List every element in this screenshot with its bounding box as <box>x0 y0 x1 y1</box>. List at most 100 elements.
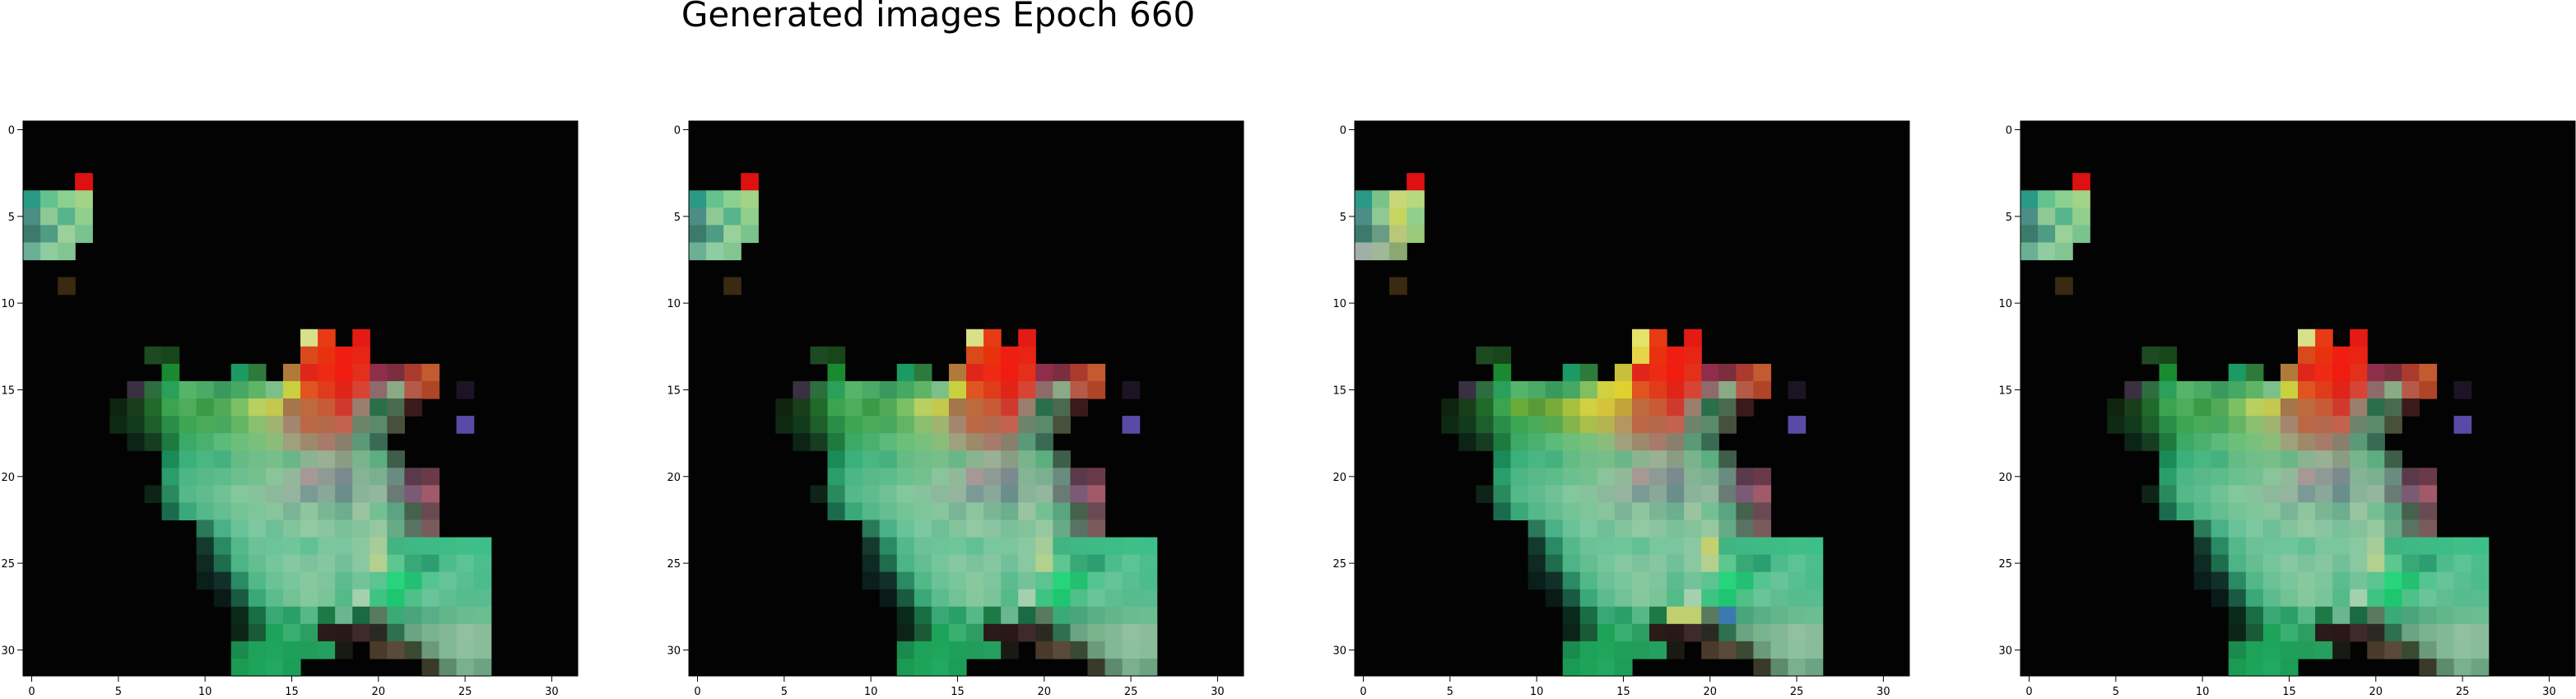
pixel-cell <box>2298 502 2316 521</box>
pixel-cell <box>2280 520 2299 538</box>
image-panel-4: 0 5 10 15 20 25 30 0 5 10 15 20 25 30 <box>1998 120 2576 698</box>
pixel-cell <box>2262 623 2281 642</box>
pixel-cell <box>2315 450 2333 468</box>
pixel-cell <box>2436 589 2455 608</box>
pixel-cell <box>1718 571 1737 590</box>
pixel-cell <box>196 571 215 590</box>
pixel-cell <box>2419 485 2438 503</box>
pixel-cell <box>2298 346 2316 365</box>
pixel-cell <box>1632 554 1650 573</box>
pixel-cell <box>2193 554 2212 573</box>
pixel-cell <box>2367 450 2385 468</box>
pixel-cell <box>844 433 863 451</box>
pixel-cell <box>1736 623 1755 642</box>
pixel-cell <box>1701 363 1719 382</box>
pixel-cell <box>931 623 950 642</box>
pixel-cell <box>1770 606 1789 625</box>
pixel-cell <box>318 468 336 486</box>
pixel-cell <box>2124 433 2143 451</box>
pixel-cell <box>1545 554 1564 573</box>
pixel-cell <box>282 398 301 417</box>
pixel-cell <box>2228 623 2247 642</box>
pixel-cell <box>1667 502 1685 521</box>
x-tick-label: 15 <box>285 686 299 696</box>
pixel-cell <box>248 589 267 608</box>
pixel-cell <box>2332 641 2350 659</box>
pixel-cell <box>109 398 128 417</box>
pixel-cell <box>352 589 370 608</box>
pixel-cell <box>2159 450 2178 468</box>
pixel-cell <box>421 589 440 608</box>
pixel-cell <box>1070 363 1089 382</box>
pixel-cell <box>2350 502 2368 521</box>
pixel-cell <box>914 623 932 642</box>
pixel-cell <box>387 398 405 417</box>
pixel-cell <box>1035 502 1053 521</box>
pixel-cell <box>2332 485 2350 503</box>
pixel-cell <box>1649 450 1667 468</box>
pixel-cell <box>404 380 423 399</box>
pixel-cell <box>966 363 984 382</box>
pixel-cell <box>2332 554 2350 573</box>
pixel-cell <box>439 537 458 556</box>
pixel-cell <box>213 485 232 503</box>
pixel-cell <box>40 242 58 261</box>
x-tick-label: 30 <box>1211 686 1225 696</box>
pixel-cell <box>1053 363 1071 382</box>
pixel-cell <box>2159 502 2178 521</box>
pixel-cell <box>1579 571 1598 590</box>
pixel-cell <box>2245 641 2264 659</box>
pixel-cell <box>2453 537 2472 556</box>
pixel-cell <box>2072 225 2090 244</box>
pixel-cell <box>2367 380 2385 399</box>
pixel-cell <box>2471 623 2490 642</box>
pixel-cell <box>1701 623 1719 642</box>
pixel-cell <box>370 398 388 417</box>
x-tick-label: 10 <box>864 686 878 696</box>
pixel-cell <box>1805 589 1824 608</box>
pixel-cell <box>2332 571 2350 590</box>
pixel-cell <box>2436 606 2455 625</box>
pixel-cell <box>473 571 492 590</box>
pixel-cell <box>439 554 458 573</box>
pixel-cell <box>1770 641 1789 659</box>
pixel-cell <box>300 363 319 382</box>
pixel-cell <box>1122 416 1141 434</box>
pixel-cell <box>2262 450 2281 468</box>
pixel-cell <box>2367 416 2385 434</box>
pixel-cell <box>352 329 370 347</box>
pixel-cell <box>2367 468 2385 486</box>
pixel-cell <box>1070 641 1089 659</box>
pixel-cell <box>966 606 984 625</box>
pixel-cell <box>1614 641 1633 659</box>
pixel-cell <box>2471 537 2490 556</box>
pixel-cell <box>2141 380 2160 399</box>
pixel-cell <box>966 433 984 451</box>
x-tick-label: 10 <box>2196 686 2210 696</box>
x-tick-label: 30 <box>2542 686 2556 696</box>
pixel-cell <box>1684 485 1702 503</box>
pixel-cell <box>1001 485 1019 503</box>
pixel-cell <box>1001 554 1019 573</box>
pixel-cell <box>335 520 353 538</box>
y-tick-label: 5 <box>8 212 15 224</box>
pixel-cell <box>58 225 76 244</box>
axes-frame <box>688 120 1244 677</box>
y-tick-label: 20 <box>667 472 681 484</box>
pixel-cell <box>1355 242 1373 261</box>
pixel-cell <box>983 398 1002 417</box>
pixel-cell <box>1736 589 1755 608</box>
pixel-cell <box>1805 623 1824 642</box>
pixel-cell <box>2228 433 2247 451</box>
pixel-cell <box>1545 398 1564 417</box>
pixel-cell <box>931 502 950 521</box>
pixel-cell <box>1053 468 1071 486</box>
pixel-cell <box>2402 468 2420 486</box>
pixel-cell <box>318 623 336 642</box>
pixel-cell <box>966 623 984 642</box>
pixel-cell <box>931 520 950 538</box>
pixel-cell <box>2384 398 2402 417</box>
pixel-cell <box>1684 433 1702 451</box>
pixel-cell <box>2262 589 2281 608</box>
pixel-cell <box>2367 606 2385 625</box>
